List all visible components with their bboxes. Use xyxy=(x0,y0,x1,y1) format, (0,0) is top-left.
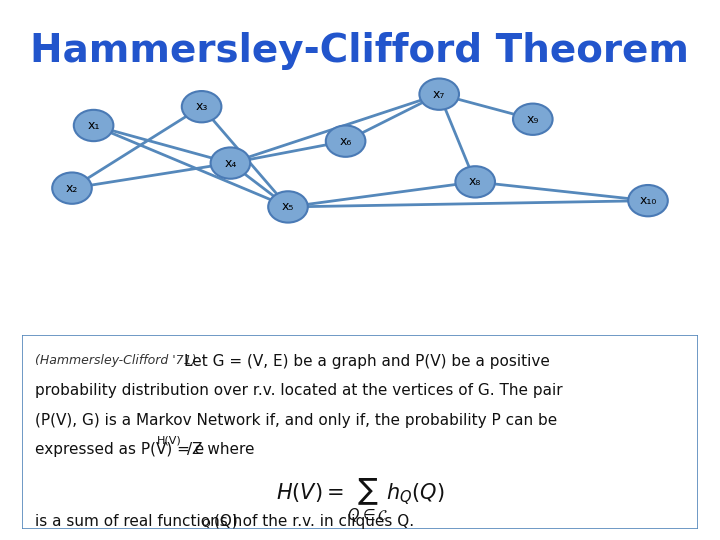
Text: H(V): H(V) xyxy=(157,436,181,446)
Text: x₈: x₈ xyxy=(469,176,482,188)
Ellipse shape xyxy=(210,147,251,179)
Text: (P(V), G) is a Markov Network if, and only if, the probability P can be: (P(V), G) is a Markov Network if, and on… xyxy=(35,413,557,428)
Ellipse shape xyxy=(268,191,308,222)
Text: (Q) of the r.v. in cliques Q.: (Q) of the r.v. in cliques Q. xyxy=(215,514,415,529)
Text: $H(V) = \sum_{Q \in \mathcal{C}} h_Q(Q)$: $H(V) = \sum_{Q \in \mathcal{C}} h_Q(Q)$ xyxy=(276,477,444,525)
Ellipse shape xyxy=(53,172,92,204)
Text: is a sum of real functions h: is a sum of real functions h xyxy=(35,514,243,529)
Text: x₁: x₁ xyxy=(87,119,100,132)
Text: x₂: x₂ xyxy=(66,181,78,194)
Ellipse shape xyxy=(456,166,495,198)
Text: x₇: x₇ xyxy=(433,87,446,100)
Text: Let G = (V, E) be a graph and P(V) be a positive: Let G = (V, E) be a graph and P(V) be a … xyxy=(184,354,550,369)
Text: x₅: x₅ xyxy=(282,200,294,213)
Ellipse shape xyxy=(628,185,668,217)
Text: x₆: x₆ xyxy=(339,134,352,147)
Text: x₃: x₃ xyxy=(195,100,208,113)
Text: x₄: x₄ xyxy=(224,157,237,170)
Ellipse shape xyxy=(513,104,552,135)
Text: expressed as P(V) = e: expressed as P(V) = e xyxy=(35,442,204,457)
Text: probability distribution over r.v. located at the vertices of G. The pair: probability distribution over r.v. locat… xyxy=(35,383,563,399)
Ellipse shape xyxy=(419,78,459,110)
Ellipse shape xyxy=(325,125,365,157)
Ellipse shape xyxy=(181,91,222,123)
Text: x₉: x₉ xyxy=(526,113,539,126)
Text: /Z where: /Z where xyxy=(187,442,255,457)
Text: Q: Q xyxy=(201,519,210,530)
Text: Hammersley-Clifford Theorem: Hammersley-Clifford Theorem xyxy=(30,32,690,70)
FancyBboxPatch shape xyxy=(22,335,698,529)
Text: (Hammersley-Clifford '71): (Hammersley-Clifford '71) xyxy=(35,354,201,367)
Ellipse shape xyxy=(74,110,114,141)
Text: x₁₀: x₁₀ xyxy=(639,194,657,207)
